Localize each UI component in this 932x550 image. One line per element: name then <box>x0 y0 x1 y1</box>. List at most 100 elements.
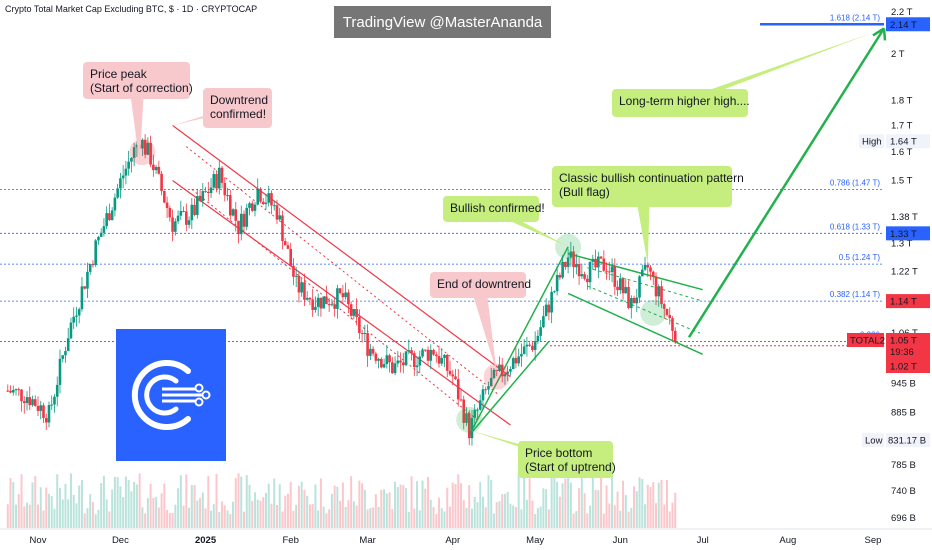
volume-bar <box>399 484 402 528</box>
candle-body <box>629 297 633 309</box>
y-tick-label: 1.8 T <box>891 95 913 106</box>
candle-body <box>544 304 548 317</box>
price-badge-text: 1.33 T <box>890 229 917 240</box>
y-tick-label: 1.38 T <box>891 212 918 223</box>
volume-bar <box>407 511 410 528</box>
candle-body <box>522 346 526 354</box>
volume-bar <box>56 474 59 528</box>
candle-body <box>80 286 84 310</box>
volume-bar <box>149 483 152 528</box>
volume-bar <box>166 509 169 528</box>
candle-body <box>662 304 666 309</box>
volume-bar <box>355 505 358 528</box>
candle-body <box>135 144 139 148</box>
y-tick-label: 2.2 T <box>891 7 913 18</box>
volume-bar <box>64 483 67 528</box>
volume-bar <box>37 504 39 528</box>
volume-bar <box>333 485 336 528</box>
candle-body <box>594 258 597 268</box>
candle-body <box>333 304 336 309</box>
candle-body <box>599 256 603 259</box>
volume-bar <box>15 504 18 528</box>
candle-body <box>36 405 40 411</box>
candle-body <box>555 275 559 292</box>
volume-bar <box>47 493 50 528</box>
price-badge <box>886 226 930 241</box>
candle-body <box>665 308 669 315</box>
volume-bar <box>100 483 103 528</box>
volume-bar <box>674 492 677 528</box>
brand-logo-icon <box>131 360 211 430</box>
candle-body <box>616 286 619 291</box>
volume-bar <box>322 506 325 528</box>
candle-body <box>17 389 21 391</box>
y-tick-label: 740 B <box>891 486 916 497</box>
volume-bar <box>539 506 542 528</box>
candle-body <box>673 330 677 343</box>
symbol-tag <box>847 333 884 347</box>
candle-body <box>410 350 413 354</box>
candle-body <box>190 204 194 221</box>
candle-body <box>28 397 32 406</box>
volume-bar <box>6 504 9 528</box>
volume-bar <box>221 501 224 528</box>
candle-body <box>347 292 350 305</box>
volume-bar <box>262 497 265 528</box>
volume-bar <box>413 508 416 528</box>
volume-bar <box>26 502 29 528</box>
candle-body <box>9 390 12 393</box>
candle-body <box>22 401 26 404</box>
candle-body <box>168 208 172 218</box>
volume-bar <box>435 514 438 528</box>
fib-label: 0.382 (1.14 T) <box>830 290 880 299</box>
volume-bar <box>160 493 163 528</box>
x-tick-label: Mar <box>359 535 375 546</box>
candle-body <box>385 355 389 365</box>
fib-label: 0.5 (1.24 T) <box>839 253 881 262</box>
prev-price-tag <box>886 359 930 373</box>
volume-bar <box>578 488 581 528</box>
candle-body <box>487 386 490 390</box>
candle-body <box>33 399 37 406</box>
volume-bar <box>116 477 119 528</box>
volume-bar <box>275 504 278 528</box>
candle-body <box>267 193 271 203</box>
volume-bar <box>215 473 218 528</box>
symbol-header[interactable]: Crypto Total Market Cap Excluding BTC, $… <box>5 4 258 14</box>
volume-bar <box>652 482 655 528</box>
volume-bar <box>341 482 344 528</box>
volume-bar <box>218 512 221 528</box>
volume-bar <box>61 499 64 528</box>
volume-bar <box>234 478 237 528</box>
candle-body <box>253 204 257 211</box>
candle-body <box>319 297 323 309</box>
candle-body <box>454 376 457 380</box>
candle-body <box>566 257 570 267</box>
candle-body <box>462 399 466 423</box>
candle-body <box>174 221 177 232</box>
volume-bar <box>465 507 468 528</box>
volume-bar <box>633 486 636 528</box>
volume-bar <box>105 499 108 528</box>
volume-bar <box>459 483 462 528</box>
volume-bar <box>281 511 284 528</box>
volume-bar <box>350 476 353 528</box>
volume-bar <box>336 486 339 528</box>
callout-text: confirmed! <box>210 107 266 121</box>
callout-text: Downtrend <box>210 93 268 107</box>
candle-body <box>127 161 130 169</box>
volume-bar <box>259 500 262 528</box>
candle-body <box>624 287 628 294</box>
candle-body <box>517 356 520 364</box>
candle-body <box>124 168 128 176</box>
long-term-arrow-head <box>872 27 887 41</box>
candle-body <box>116 188 119 198</box>
candle-body <box>69 322 73 339</box>
fib-label: 0.786 (1.47 T) <box>830 178 880 187</box>
candle-body <box>536 335 540 342</box>
candle-body <box>646 265 650 268</box>
volume-bar <box>111 489 114 528</box>
volume-bar <box>102 475 105 528</box>
y-tick-label: 1.6 T <box>891 147 913 158</box>
